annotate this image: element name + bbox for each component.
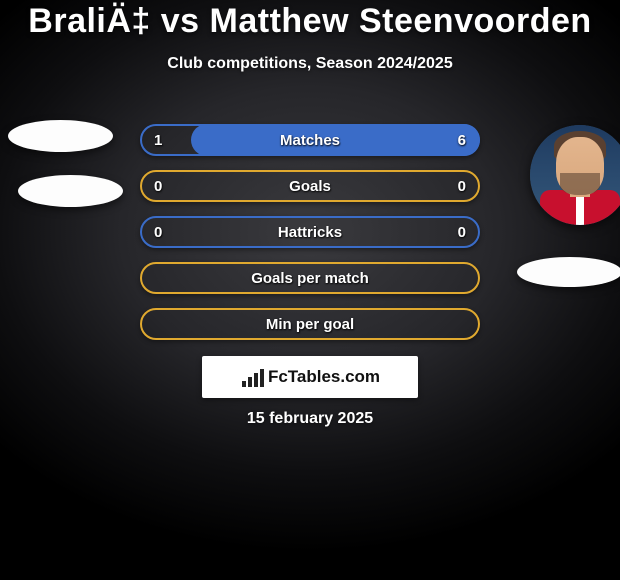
player1-avatar-placeholder [8, 120, 113, 152]
avatar-beard [560, 173, 600, 195]
stat-row: Goals0 0 [140, 170, 480, 202]
player2-avatar [530, 125, 620, 225]
stat-row-label: Goals [142, 172, 478, 200]
logo-chart-icon [240, 367, 264, 387]
subtitle: Club competitions, Season 2024/2025 [0, 55, 620, 73]
stat-row-right-value: 0 [458, 218, 466, 246]
stat-row-label: Min per goal [142, 310, 478, 338]
stat-row-left-value: 0 [154, 172, 162, 200]
stat-row-left-value: 1 [154, 126, 162, 154]
date-text: 15 february 2025 [0, 410, 620, 428]
logo-text-lead: Fc [268, 367, 288, 386]
stat-row: Goals per match [140, 262, 480, 294]
stat-row: Min per goal [140, 308, 480, 340]
content-root: BraliÄ‡ vs Matthew Steenvoorden Club com… [0, 0, 620, 73]
page-title: BraliÄ‡ vs Matthew Steenvoorden [0, 0, 620, 41]
stat-row-right-value: 6 [458, 126, 466, 154]
logo-inner: FcTables.com [240, 367, 380, 387]
logo-text: FcTables.com [268, 367, 380, 387]
stat-row-label: Hattricks [142, 218, 478, 246]
stat-row-label: Matches [142, 126, 478, 154]
stat-row: Matches1 6 [140, 124, 480, 156]
stat-row-left-value: 0 [154, 218, 162, 246]
player1-logo-placeholder [18, 175, 123, 207]
stat-row: Hattricks0 0 [140, 216, 480, 248]
fctables-logo[interactable]: FcTables.com [202, 356, 418, 398]
player2-logo-placeholder [517, 257, 620, 287]
stat-row-label: Goals per match [142, 264, 478, 292]
stat-rows: Matches16Goals00Hattricks00Goals per mat… [140, 124, 480, 354]
stat-row-right-value: 0 [458, 172, 466, 200]
logo-text-rest: Tables.com [288, 367, 380, 386]
